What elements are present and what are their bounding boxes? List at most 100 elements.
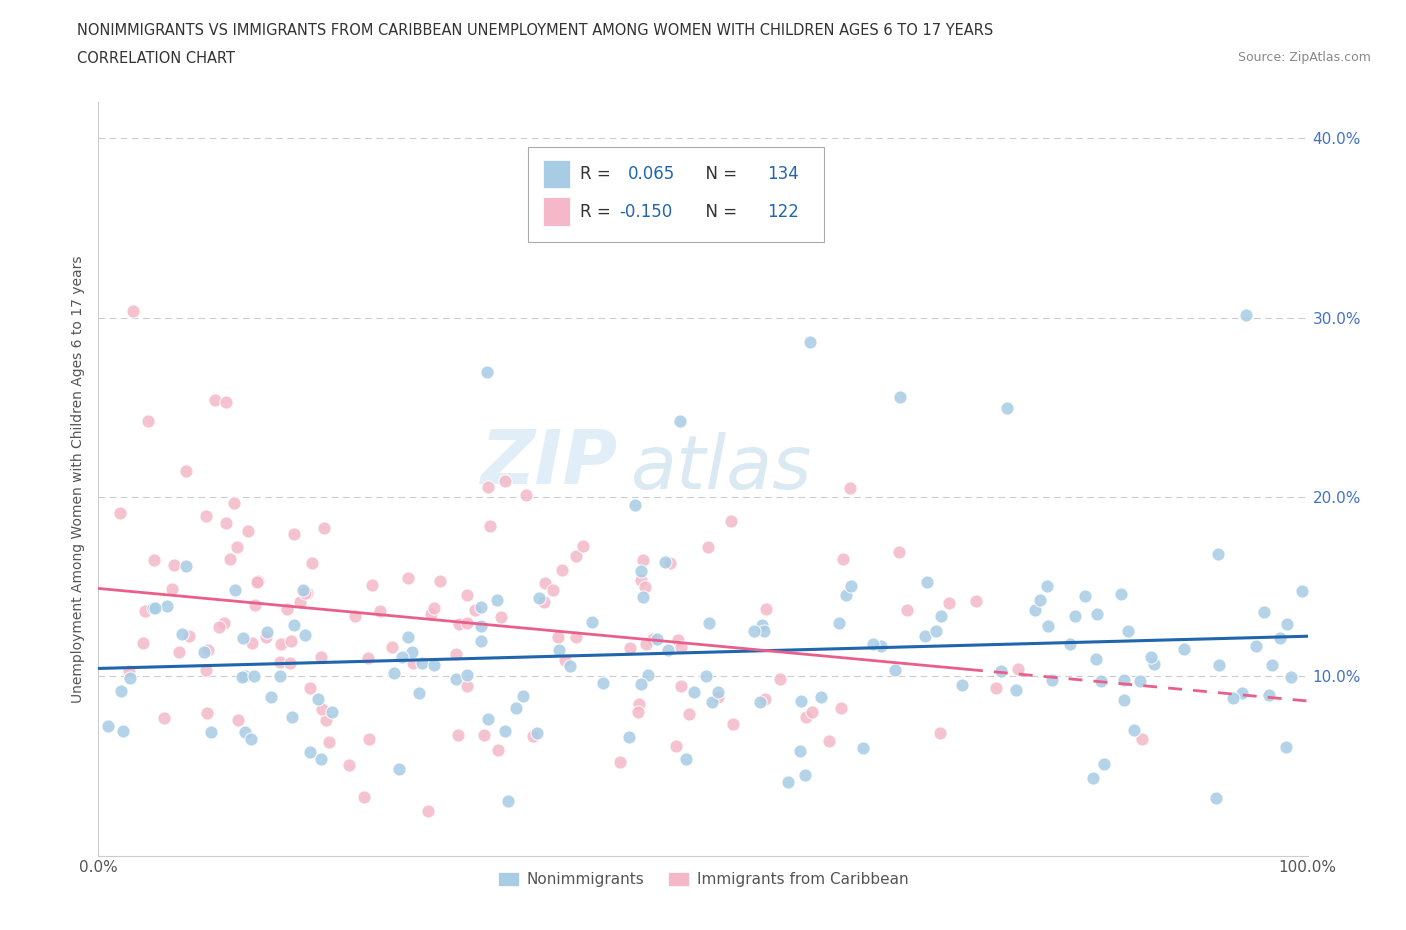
Point [423, 601, 446, 616]
Point [152, 711, 174, 725]
Point [288, 594, 311, 609]
Point [702, 694, 724, 709]
FancyBboxPatch shape [543, 160, 569, 188]
Point [1208, 658, 1230, 672]
Text: CORRELATION CHART: CORRELATION CHART [77, 51, 235, 66]
Point [1114, 672, 1136, 687]
Point [696, 539, 718, 554]
Point [789, 743, 811, 758]
Point [1274, 739, 1296, 754]
Point [156, 599, 179, 614]
Text: N =: N = [695, 203, 742, 220]
Point [636, 636, 658, 651]
Point [283, 618, 305, 632]
Point [522, 729, 544, 744]
Point [631, 590, 654, 604]
Text: 134: 134 [768, 165, 799, 183]
Point [388, 761, 411, 776]
Point [259, 690, 281, 705]
Point [1277, 617, 1299, 631]
Point [112, 724, 135, 738]
Point [1036, 618, 1059, 633]
Point [382, 666, 405, 681]
Point [666, 632, 689, 647]
Point [256, 624, 278, 639]
Point [318, 734, 340, 749]
Point [321, 705, 343, 720]
Point [1268, 631, 1291, 645]
Point [1005, 683, 1028, 698]
Point [391, 649, 413, 664]
Point [224, 496, 246, 511]
Point [254, 630, 277, 644]
Point [1035, 578, 1057, 593]
Point [163, 557, 186, 572]
Point [581, 615, 603, 630]
Point [541, 583, 564, 598]
Point [751, 618, 773, 632]
Point [294, 586, 316, 601]
Point [671, 640, 693, 655]
Point [627, 705, 650, 720]
Point [654, 555, 676, 570]
Point [1083, 771, 1105, 786]
Point [748, 694, 770, 709]
Point [1092, 756, 1115, 771]
Point [799, 334, 821, 349]
Point [547, 630, 569, 644]
Point [97, 719, 120, 734]
Point [486, 742, 509, 757]
Point [283, 526, 305, 541]
Point [1222, 691, 1244, 706]
Point [1073, 589, 1095, 604]
Point [298, 745, 321, 760]
Point [938, 595, 960, 610]
Point [862, 637, 884, 652]
Point [315, 713, 337, 728]
Point [170, 627, 193, 642]
Point [839, 578, 862, 593]
Point [456, 616, 478, 631]
Point [381, 640, 404, 655]
Point [402, 656, 425, 671]
Point [925, 624, 948, 639]
Point [634, 579, 657, 594]
Point [755, 602, 778, 617]
Point [312, 521, 335, 536]
Point [301, 555, 323, 570]
Point [678, 706, 700, 721]
Point [896, 603, 918, 618]
Point [456, 587, 478, 602]
Point [721, 716, 744, 731]
Point [246, 575, 269, 590]
Point [193, 644, 215, 659]
Point [547, 643, 569, 658]
Point [276, 602, 298, 617]
Point [396, 570, 419, 585]
Point [226, 712, 249, 727]
Point [307, 691, 329, 706]
Point [420, 606, 443, 621]
Point [835, 588, 858, 603]
Text: 122: 122 [768, 203, 799, 220]
Point [444, 671, 467, 686]
Point [572, 538, 595, 553]
Point [1244, 639, 1267, 654]
Point [118, 671, 141, 686]
Point [447, 617, 470, 631]
Point [356, 651, 378, 666]
Point [592, 676, 614, 691]
Point [401, 644, 423, 659]
Point [533, 594, 555, 609]
Point [769, 672, 792, 687]
Point [1090, 673, 1112, 688]
Point [1140, 650, 1163, 665]
Point [233, 724, 256, 739]
Point [870, 638, 893, 653]
Text: R =: R = [579, 165, 616, 183]
Point [215, 515, 238, 530]
FancyBboxPatch shape [543, 197, 569, 226]
Point [423, 658, 446, 672]
Point [214, 616, 236, 631]
Point [1291, 584, 1313, 599]
